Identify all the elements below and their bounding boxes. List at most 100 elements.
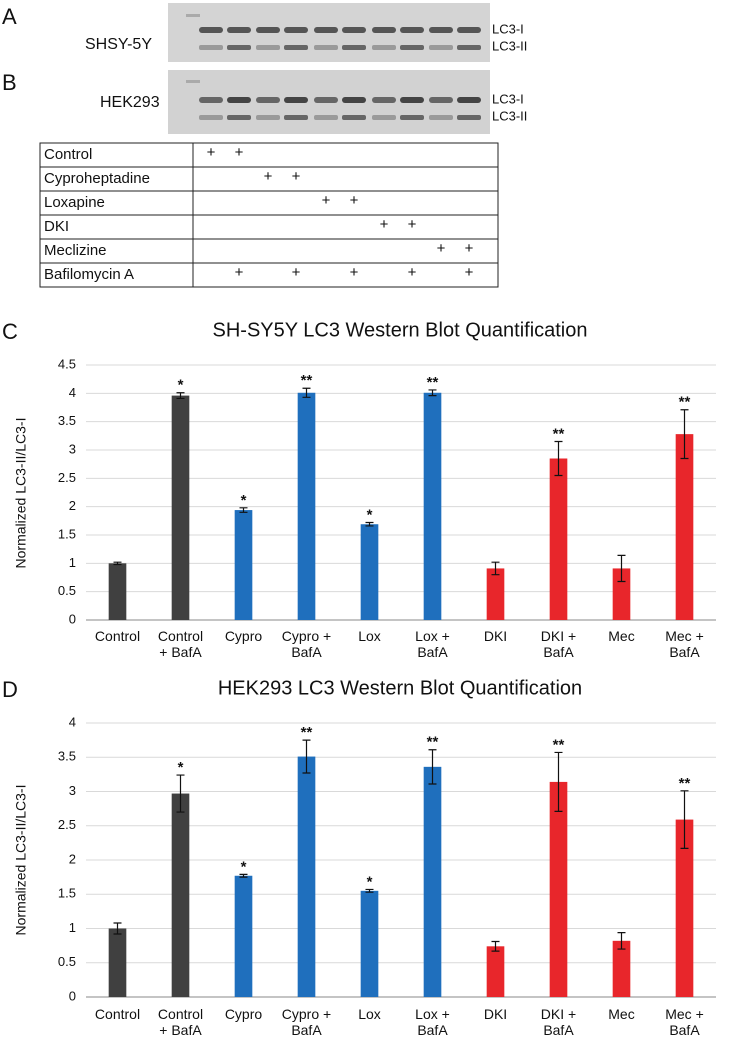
bar (234, 875, 253, 997)
band (199, 115, 223, 120)
y-tick-label: 1.5 (58, 886, 76, 901)
panel-label: B (2, 70, 17, 95)
x-tick-label: Cypro + BafA (281, 628, 332, 660)
table-mark: + (465, 240, 474, 257)
y-tick-label: 2.5 (58, 817, 76, 832)
bar (108, 563, 127, 620)
x-tick-label: DKI (483, 628, 508, 644)
band (372, 97, 396, 103)
band (256, 97, 280, 103)
x-tick-label: Lox (358, 628, 381, 644)
x-tick-label: Control + BafA (157, 628, 204, 660)
y-tick-label: 2 (69, 851, 76, 866)
y-tick-label: 3 (69, 783, 76, 798)
bar (360, 524, 379, 620)
table-mark: + (264, 168, 273, 185)
significance: ** (553, 736, 565, 753)
table-mark: + (207, 144, 216, 161)
error-bar (176, 392, 185, 400)
error-bar (491, 561, 500, 576)
y-tick-label: 4 (69, 385, 76, 400)
band-label: LC3-I (492, 21, 524, 36)
bar (297, 392, 316, 620)
x-tick-label: Control + BafA (157, 1006, 204, 1038)
band (256, 115, 280, 120)
table-mark: + (465, 264, 474, 281)
bar (171, 793, 190, 997)
y-tick-label: 2.5 (58, 470, 76, 485)
table-row-label: Cyproheptadine (44, 170, 150, 187)
table-mark: + (322, 192, 331, 209)
significance: * (241, 492, 247, 509)
band (227, 45, 251, 50)
bar (423, 766, 442, 997)
table-mark: + (350, 264, 359, 281)
y-tick-label: 1.5 (58, 526, 76, 541)
error-bar (113, 922, 122, 935)
table-mark: + (408, 264, 417, 281)
band (457, 45, 481, 50)
y-tick-label: 0 (69, 988, 76, 1003)
error-bar (554, 751, 563, 812)
table-mark: + (437, 240, 446, 257)
x-tick-label: DKI + BafA (540, 1006, 577, 1038)
band (372, 27, 396, 33)
x-tick-label: Control (94, 1006, 141, 1022)
bar (486, 568, 505, 620)
error-bar (113, 561, 122, 566)
significance: * (241, 858, 247, 875)
significance: * (178, 759, 184, 776)
y-axis-label: Normalized LC3-II/LC3-I (13, 418, 29, 569)
band (429, 115, 453, 120)
x-tick-label: Cypro + BafA (281, 1006, 332, 1038)
x-tick-label: Cypro (224, 628, 263, 644)
x-tick-label: Control (94, 628, 141, 644)
error-bar (302, 387, 311, 398)
band-label: LC3-II (492, 38, 527, 53)
table-mark: + (292, 168, 301, 185)
y-tick-label: 0 (69, 611, 76, 626)
x-tick-label: Mec + BafA (665, 628, 704, 660)
chart-title: HEK293 LC3 Western Blot Quantification (218, 677, 582, 699)
band (314, 27, 338, 33)
band (284, 27, 308, 33)
band (342, 115, 366, 120)
error-bar (617, 554, 626, 583)
panel-label: A (2, 4, 17, 29)
error-bar (491, 940, 500, 952)
bar (675, 434, 694, 620)
band (199, 27, 223, 33)
band-label: LC3-II (492, 108, 527, 123)
cell-line-label: HEK293 (100, 94, 160, 111)
error-bar (176, 774, 185, 813)
error-bar (302, 739, 311, 774)
chart-title: SH-SY5Y LC3 Western Blot Quantification (213, 319, 588, 341)
bar (549, 781, 568, 997)
table-mark: + (235, 144, 244, 161)
significance: ** (553, 425, 565, 442)
band (429, 97, 453, 103)
band (342, 97, 366, 103)
table-mark: + (235, 264, 244, 281)
band (284, 45, 308, 50)
band (314, 115, 338, 120)
x-tick-label: Lox + BafA (415, 628, 450, 660)
x-tick-label: Mec (608, 1006, 635, 1022)
table-mark: + (292, 264, 301, 281)
y-tick-label: 0.5 (58, 583, 76, 598)
bar (171, 395, 190, 620)
band (429, 45, 453, 50)
error-bar (428, 389, 437, 397)
y-tick-label: 0.5 (58, 954, 76, 969)
bar (675, 819, 694, 997)
band (314, 97, 338, 103)
band (227, 27, 251, 33)
y-tick-label: 3.5 (58, 413, 76, 428)
table-row-label: Control (44, 146, 92, 163)
x-tick-label: DKI + BafA (540, 628, 577, 660)
band (256, 27, 280, 33)
band (400, 97, 424, 103)
significance: ** (679, 394, 691, 411)
significance: ** (301, 724, 313, 741)
